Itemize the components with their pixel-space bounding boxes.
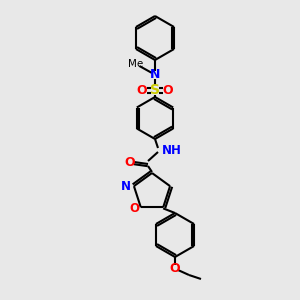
- Text: O: O: [130, 202, 140, 215]
- Text: O: O: [170, 262, 180, 275]
- Text: N: N: [150, 68, 160, 82]
- Text: N: N: [121, 180, 131, 193]
- Text: Me: Me: [128, 59, 143, 69]
- Text: O: O: [125, 155, 135, 169]
- Text: O: O: [137, 83, 147, 97]
- Text: O: O: [163, 83, 173, 97]
- Text: S: S: [150, 83, 160, 97]
- Text: NH: NH: [162, 143, 182, 157]
